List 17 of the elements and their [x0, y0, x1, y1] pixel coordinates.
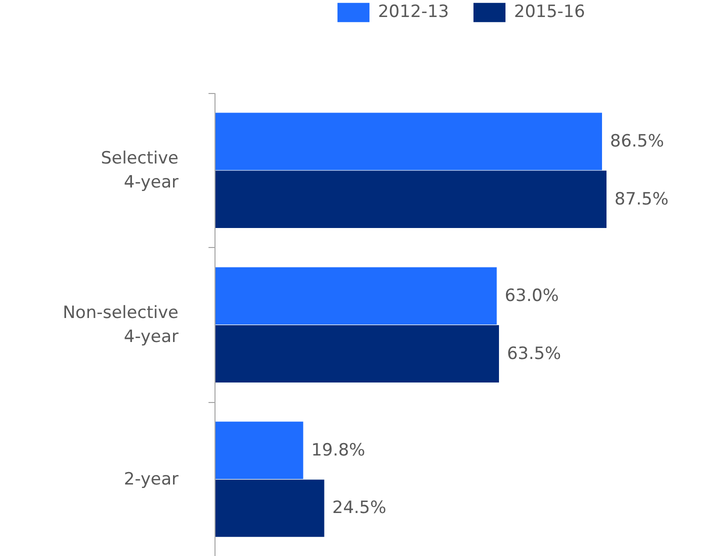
data-label: 86.5%	[610, 131, 664, 152]
data-label: 63.5%	[506, 344, 561, 364]
data-label: 24.5%	[332, 498, 386, 518]
y-tick-label: Non-selective 4-year	[62, 302, 179, 347]
legend-label: 2012-13	[378, 2, 449, 22]
legend-label: 2015-16	[514, 2, 586, 22]
bar	[214, 422, 304, 479]
bar	[214, 325, 499, 382]
bar	[214, 170, 606, 228]
bar	[214, 480, 324, 537]
data-label: 87.5%	[614, 189, 669, 210]
bar	[214, 112, 602, 170]
y-tick-label: 2-year	[124, 469, 179, 490]
y-tick-label: Selective 4-year	[100, 148, 179, 192]
data-label: 63.0%	[504, 286, 559, 306]
data-label: 19.8%	[311, 440, 366, 460]
bar	[214, 267, 497, 325]
